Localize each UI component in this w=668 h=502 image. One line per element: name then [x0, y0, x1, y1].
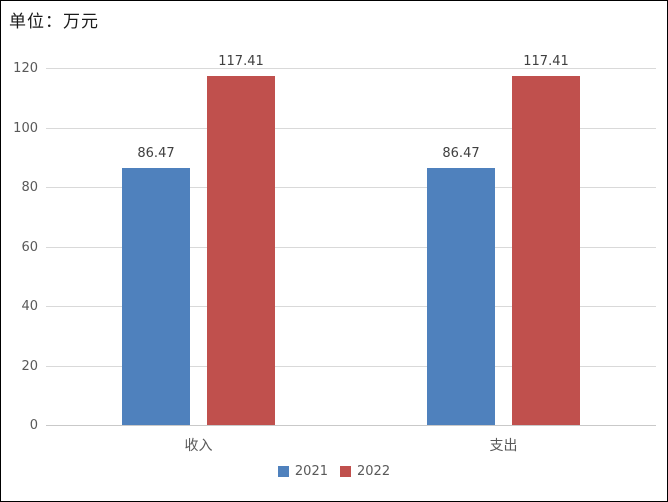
legend: 2021 2022 [1, 464, 667, 479]
gridline [46, 127, 656, 129]
y-axis-tick-label: 80 [21, 180, 38, 195]
gridline [46, 68, 656, 69]
value-label: 117.41 [218, 53, 264, 69]
y-axis-tick-label: 60 [21, 239, 38, 255]
value-label: 86.47 [442, 145, 480, 161]
y-axis-tick-label: 20 [21, 358, 38, 374]
y-axis-tick-label: 100 [13, 120, 38, 136]
gridline [46, 306, 656, 307]
category-label-支出: 支出 [489, 438, 518, 454]
y-axis-tick-label: 0 [29, 418, 38, 433]
bar-收入-2021 [122, 167, 190, 425]
gridline [46, 246, 656, 248]
legend-swatch-icon [277, 466, 289, 477]
legend-item-2022: 2022 [340, 464, 390, 479]
value-label: 86.47 [137, 145, 175, 161]
legend-label: 2021 [294, 464, 328, 479]
x-axis-line [46, 425, 656, 426]
value-label: 117.41 [523, 53, 569, 69]
plot-area: 0 20 40 60 80 100 120 86.47 117.41 收入 86.47 117.41 支… [13, 54, 656, 454]
legend-label: 2022 [357, 464, 391, 479]
bar-支出-2022 [512, 75, 580, 425]
legend-item-2021: 2021 [277, 464, 328, 479]
bar-收入-2022 [207, 75, 275, 425]
gridline [46, 365, 656, 367]
y-axis-tick-label: 120 [13, 61, 38, 76]
legend-swatch-icon [340, 466, 351, 477]
chart-title: 单位：万元 [9, 12, 99, 32]
gridline [46, 187, 656, 188]
category-label-收入: 收入 [184, 438, 213, 454]
y-axis-tick-label: 40 [21, 299, 38, 314]
bar-支出-2021 [427, 167, 495, 425]
